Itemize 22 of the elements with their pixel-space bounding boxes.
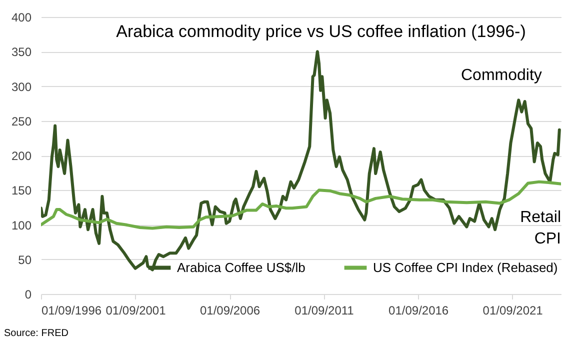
source-note: Source: FRED (4, 328, 68, 339)
x-tick-label: 01/09/2016 (388, 304, 449, 318)
annotation: Retail CPI (520, 209, 561, 248)
y-tick-label: 350 (11, 45, 32, 60)
y-tick-label: 50 (18, 252, 32, 267)
y-tick-label: 150 (11, 184, 32, 198)
line-series (41, 180, 561, 230)
y-tick-label: 250 (11, 114, 32, 128)
legend-label: Arabica Coffee US$/lb (177, 260, 306, 275)
y-tick-label: 100 (11, 218, 32, 232)
y-tick-label: 0 (24, 288, 32, 302)
x-tick-label: 01/09/1996 (42, 304, 102, 318)
x-tick-label: 01/09/2021 (482, 304, 544, 318)
y-tick-label: 300 (11, 80, 32, 94)
x-tick-label: 01/09/2006 (200, 304, 260, 318)
y-tick-label: 400 (11, 10, 32, 24)
x-tick-label: 01/09/2001 (106, 304, 166, 318)
legend-label: US Coffee CPI Index (Rebased) (373, 260, 558, 275)
annotation: Commodity (461, 67, 542, 84)
x-tick-label: 01/09/2011 (294, 304, 354, 318)
y-tick-label: 200 (11, 149, 32, 163)
chart-title: Arabica commodity price vs US coffee inflation (1996-) (116, 22, 526, 41)
